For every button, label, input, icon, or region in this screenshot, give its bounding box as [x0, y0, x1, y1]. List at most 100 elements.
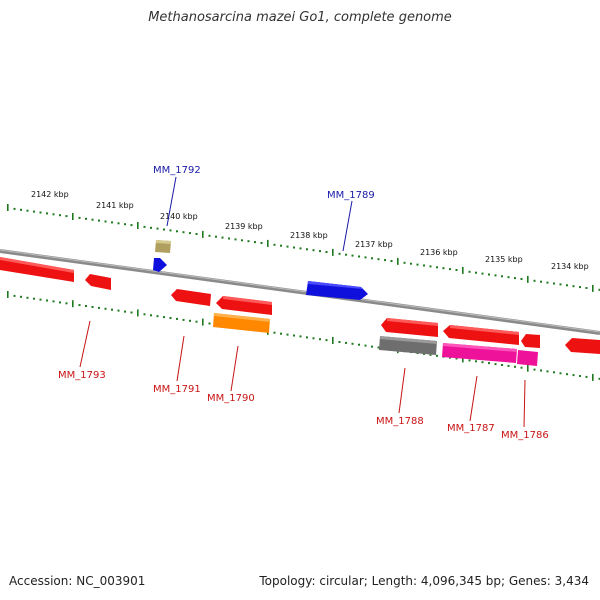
gene-arrow-mm1789[interactable] — [306, 281, 368, 300]
gene-arrow-mm1791[interactable] — [171, 289, 211, 306]
scale-tick-top — [384, 259, 386, 262]
scale-tick-bottom — [546, 370, 549, 373]
scale-tick-top — [423, 264, 425, 267]
scale-tick-top — [104, 220, 107, 223]
scale-tick-bottom — [455, 357, 458, 360]
scale-tick-bottom — [46, 299, 48, 302]
gene-label-mm1786[interactable]: MM_1786 — [501, 430, 549, 441]
scale-tick-top — [566, 284, 568, 287]
scale-tick-bottom — [293, 334, 295, 337]
scale-tick-bottom — [351, 342, 354, 345]
scale-tick-top — [169, 229, 172, 232]
scale-tick-top — [514, 277, 516, 280]
genome-backbone — [0, 249, 600, 335]
scale-tick-top — [507, 276, 510, 279]
scale-tick-top — [494, 274, 497, 277]
scale-tick-top — [137, 222, 139, 229]
gene-label-mm1792[interactable]: MM_1792 — [153, 165, 201, 176]
scale-label-2137: 2137 kbp — [355, 240, 393, 249]
scale-tick-top — [475, 271, 477, 274]
scale-tick-top — [273, 243, 276, 246]
scale-tick-top — [98, 219, 100, 222]
scale-tick-bottom — [150, 314, 152, 317]
scale-tick-top — [20, 208, 22, 211]
gene-label-mm1788[interactable]: MM_1788 — [376, 416, 424, 427]
scale-tick-top — [124, 223, 126, 226]
scale-tick-top — [221, 236, 224, 239]
scale-tick-bottom — [527, 364, 529, 372]
gene-arrow-mm1792[interactable] — [153, 258, 167, 272]
scale-tick-bottom — [143, 313, 146, 316]
scale-tick-bottom — [585, 375, 588, 378]
genes-top-strand — [153, 240, 368, 300]
scale-tick-bottom — [559, 372, 562, 375]
scale-tick-bottom — [312, 337, 315, 340]
scale-tick-bottom — [182, 318, 185, 321]
scale-tick-bottom — [566, 373, 568, 376]
scale-tick-top — [520, 278, 523, 280]
scale-tick-bottom — [306, 336, 308, 339]
scale-tick-top — [533, 279, 536, 282]
scale-tick-bottom — [533, 368, 536, 371]
scale-tick-top — [7, 204, 9, 211]
scale-tick-bottom — [364, 344, 367, 347]
scale-tick-top — [579, 286, 581, 289]
scale-tick-bottom — [377, 346, 380, 349]
gene-label-mm1793[interactable]: MM_1793 — [58, 370, 106, 381]
scale-tick-top — [286, 245, 289, 248]
scale-tick-bottom — [325, 339, 328, 342]
scale-ticks-top — [7, 204, 600, 292]
gene-label-mm1790[interactable]: MM_1790 — [207, 393, 255, 404]
scale-tick-top — [234, 238, 237, 241]
scale-label-2141: 2141 kbp — [96, 201, 134, 210]
scale-tick-top — [559, 283, 562, 286]
gene-label-mm1791[interactable]: MM_1791 — [153, 384, 201, 395]
scale-tick-top — [182, 231, 185, 234]
scale-tick-bottom — [494, 363, 497, 366]
scale-tick-top — [33, 210, 35, 213]
scale-tick-top — [156, 227, 159, 230]
scale-tick-top — [52, 213, 55, 216]
gene-label-mm1787[interactable]: MM_1787 — [447, 423, 495, 434]
scale-label-2136: 2136 kbp — [420, 248, 458, 257]
gene-label-mm1789[interactable]: MM_1789 — [327, 190, 375, 201]
scale-tick-top — [202, 230, 204, 238]
scale-tick-top — [540, 280, 542, 283]
genes-bottom-strand — [0, 257, 600, 366]
gene-arrow-red-c[interactable] — [443, 325, 519, 345]
scale-tick-top — [208, 234, 211, 237]
scale-tick-bottom — [111, 308, 113, 311]
gene-arrow-right-edge[interactable] — [565, 338, 600, 354]
scale-tick-top — [436, 266, 438, 269]
scale-label-2142: 2142 kbp — [31, 190, 69, 199]
scale-tick-top — [527, 275, 529, 283]
accession-text: Accession: NC_003901 — [9, 574, 146, 588]
gene-arrow-red-d[interactable] — [521, 334, 540, 348]
scale-tick-top — [78, 216, 81, 219]
scale-tick-top — [345, 253, 347, 256]
scale-tick-bottom — [468, 359, 471, 362]
scale-tick-bottom — [137, 309, 139, 317]
scale-tick-bottom — [488, 362, 490, 365]
scale-tick-bottom — [598, 377, 600, 380]
scale-tick-top — [254, 241, 256, 244]
scale-tick-top — [585, 287, 588, 289]
scale-tick-bottom — [65, 302, 68, 305]
scale-tick-top — [189, 232, 191, 235]
scale-tick-bottom — [572, 374, 575, 377]
scale-tick-bottom — [117, 309, 120, 312]
scale-tick-top — [228, 237, 230, 240]
scale-tick-bottom — [358, 343, 360, 346]
scale-tick-top — [85, 217, 87, 220]
scale-tick-top — [592, 284, 594, 292]
scale-tick-top — [481, 272, 484, 275]
scale-tick-bottom — [104, 307, 107, 310]
scale-tick-top — [247, 240, 250, 243]
scale-tick-bottom — [7, 291, 9, 298]
gene-arrow-mm1793[interactable] — [85, 274, 111, 290]
gene-arrow-mm1786[interactable] — [517, 350, 538, 366]
scale-tick-top — [195, 233, 198, 235]
scale-tick-bottom — [202, 318, 204, 326]
scale-tick-top — [39, 211, 42, 214]
